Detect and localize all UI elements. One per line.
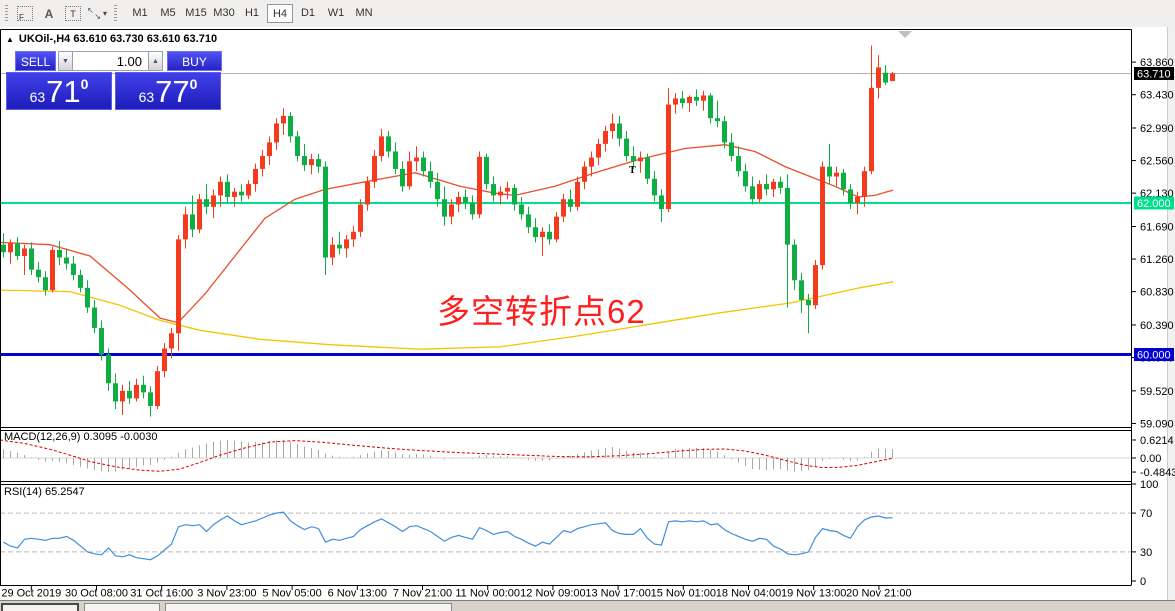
level-60-price-badge	[1134, 348, 1174, 361]
macd-axis-label: 0.6214	[1140, 435, 1174, 447]
date-axis-label: 3 Nov 23:00	[197, 588, 256, 600]
timeframe-toolbar: M1 M5 M15 M30 H1 H4 D1 W1 MN	[126, 4, 378, 23]
price-tick-label: 60.830	[1140, 287, 1174, 299]
rsi-line	[3, 511, 893, 561]
price-tick-label: 62.560	[1140, 156, 1174, 168]
bid-price-pips: 71	[46, 73, 81, 109]
rsi-axis-label: 70	[1140, 508, 1152, 520]
chart-canvas[interactable]: 63.86063.43062.99062.56062.13061.69061.2…	[0, 27, 1175, 600]
status-cell	[165, 603, 452, 611]
date-axis-label: 7 Nov 21:00	[393, 588, 452, 600]
price-tick-label: 63.430	[1140, 90, 1174, 102]
toolbar-drag-grip[interactable]	[114, 4, 117, 23]
text-tool-icon[interactable]: A	[44, 6, 54, 21]
chart-shift-marker-icon[interactable]	[898, 31, 912, 38]
macd-signal-line	[0, 439, 894, 472]
date-axis-label: 18 Nov 04:00	[716, 588, 781, 600]
macd-axis-label: -0.4843	[1140, 467, 1175, 479]
right-scroll-strip	[1167, 27, 1175, 600]
ask-price-pips: 77	[155, 73, 190, 109]
collapse-triangle-icon[interactable]: ▲	[6, 34, 14, 44]
price-tick-label: 61.260	[1140, 254, 1174, 266]
ask-price-integer: 63	[138, 89, 155, 105]
chart-window: 63.860 63.430 62.990 62.560 62.130 61.690 61.2…	[0, 27, 1175, 600]
dropdown-caret-icon[interactable]: ▾	[102, 9, 107, 18]
status-cell	[1, 603, 79, 611]
toolbar-drag-grip[interactable]	[5, 4, 8, 23]
panel-borders	[0, 29, 1132, 586]
timeframe-button-d1[interactable]: D1	[300, 7, 316, 19]
current-price-badge	[1134, 66, 1174, 80]
volume-input[interactable]: 1.00	[72, 51, 149, 71]
rsi-indicator-label: RSI(14) 65.2547	[4, 486, 85, 498]
date-axis-label: 13 Nov 17:00	[585, 588, 650, 600]
sell-button[interactable]: SELL	[15, 51, 56, 71]
rsi-axis-label: 100	[1140, 479, 1158, 491]
candlestick-series	[1, 45, 895, 417]
buy-button[interactable]: BUY	[167, 51, 222, 71]
timeframe-button-h4[interactable]: H4	[267, 4, 293, 23]
bid-price-point: 0	[80, 76, 89, 92]
one-click-trading-panel: SELL ▼ 1.00 ▲ BUY 63 71 0 63 77 0	[6, 51, 224, 110]
status-cell	[84, 603, 160, 611]
macd-histogram	[3, 440, 893, 472]
volume-increase-button[interactable]: ▲	[148, 51, 163, 71]
macd-indicator-label: MACD(12,26,9) 0.3095 -0.0030	[4, 431, 158, 443]
timeframe-button-m5[interactable]: M5	[160, 7, 176, 19]
timeframe-button-w1[interactable]: W1	[327, 7, 345, 19]
chart-ohlc-header: ▲ UKOil-,H4 63.610 63.730 63.610 63.710	[6, 33, 217, 45]
date-axis-label: 30 Oct 08:00	[65, 588, 128, 600]
bid-price-box[interactable]: 63 71 0	[6, 72, 112, 110]
date-axis-label: 5 Nov 05:00	[262, 588, 321, 600]
price-tick-label: 61.690	[1140, 221, 1174, 233]
chart-title-text: UKOil-,H4 63.610 63.730 63.610 63.710	[18, 33, 218, 45]
date-axis: 29 Oct 2019 30 Oct 08:00 31 Oct 16:00 3 Nov…	[1, 585, 912, 600]
price-tick-label: 63.860	[1140, 57, 1174, 69]
date-axis-label: 19 Nov 13:00	[781, 588, 846, 600]
date-axis-label: 20 Nov 21:00	[846, 588, 911, 600]
status-bar	[0, 600, 1175, 611]
price-axis: 63.86063.43062.99062.56062.13061.69061.2…	[1131, 57, 1174, 430]
date-axis-label: 12 Nov 09:00	[520, 588, 585, 600]
timeframe-button-m30[interactable]: M30	[213, 7, 235, 19]
ask-price-box[interactable]: 63 77 0	[115, 72, 221, 110]
fibonacci-tool-icon[interactable]: F	[13, 4, 37, 24]
current-price-badge-text: 63.710	[1137, 68, 1171, 80]
timeframe-button-mn[interactable]: MN	[355, 7, 373, 19]
timeframe-button-m1[interactable]: M1	[132, 7, 148, 19]
text-label-tool-icon[interactable]: T	[61, 4, 85, 24]
date-axis-label: 11 Nov 00:00	[455, 588, 520, 600]
bid-price-integer: 63	[29, 89, 46, 105]
t-object-marker[interactable]: T	[629, 165, 636, 176]
level-60-price-badge-text: 60.000	[1137, 350, 1171, 362]
arrows-tool-icon[interactable]: ↖ ↘ ▾	[86, 5, 107, 21]
line-studies-toolbar: F A T ↖ ↘ ▾ M1 M5 M15 M30 H1 H4 D1 W1 MN	[0, 0, 1175, 28]
timeframe-button-h1[interactable]: H1	[244, 7, 260, 19]
chart-text-annotation[interactable]: 多空转折点62	[437, 293, 646, 330]
date-axis-label: 15 Nov 01:00	[651, 588, 716, 600]
volume-decrease-button[interactable]: ▼	[58, 51, 73, 71]
date-axis-label: 6 Nov 13:00	[328, 588, 387, 600]
macd-axis-label: 0.00	[1140, 453, 1161, 465]
price-tick-label: 59.520	[1140, 386, 1174, 398]
price-tick-label: 60.390	[1140, 320, 1174, 332]
timeframe-button-m15[interactable]: M15	[185, 7, 207, 19]
price-tick-label: 62.990	[1140, 123, 1174, 135]
rsi-axis-label: 0	[1140, 576, 1146, 588]
ask-price-point: 0	[189, 76, 198, 92]
level-62-price-badge-text: 62.000	[1137, 198, 1171, 210]
level-62-price-badge	[1134, 196, 1174, 210]
price-tick-label: 59.090	[1140, 418, 1174, 430]
date-axis-label: 29 Oct 2019	[1, 588, 61, 600]
rsi-axis-label: 30	[1140, 547, 1152, 559]
date-axis-label: 31 Oct 16:00	[130, 588, 193, 600]
